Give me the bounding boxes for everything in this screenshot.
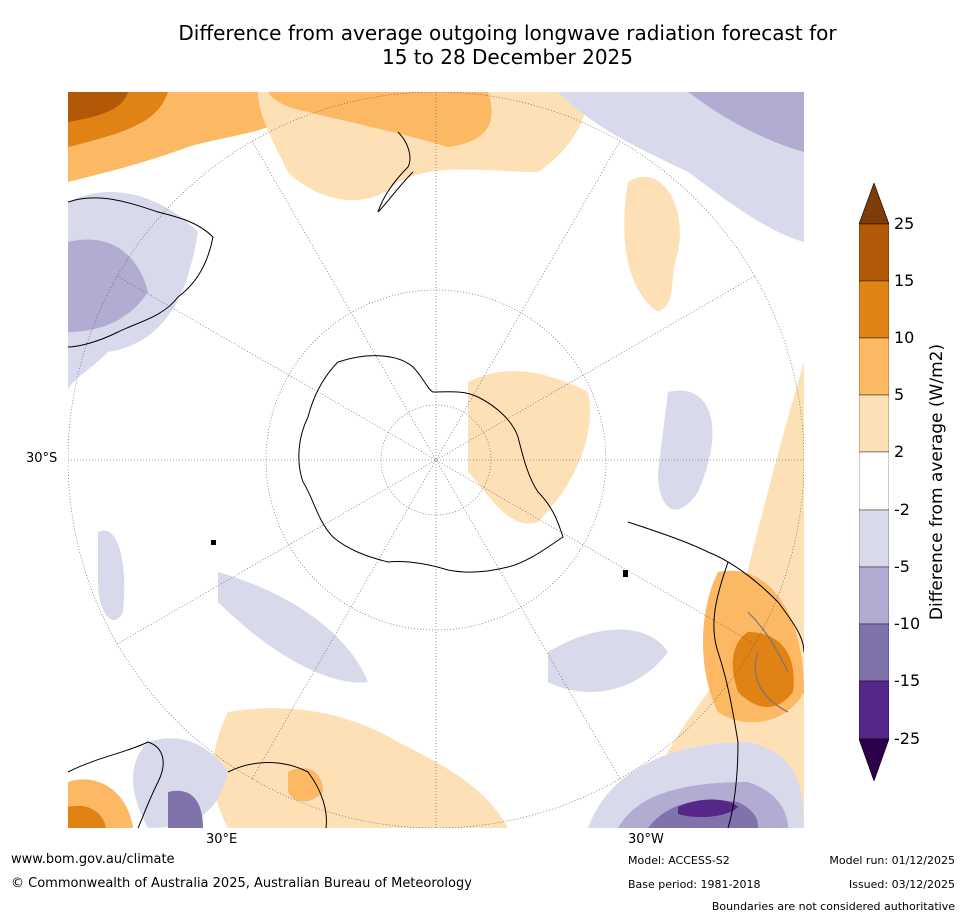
title-line-1: Difference from average outgoing longwav…	[178, 21, 837, 45]
field-pos-southwest-small	[288, 768, 323, 802]
colorbar-under-arrow	[859, 738, 889, 781]
colorbar-tick: 15	[894, 271, 915, 290]
colorbar-band-2-5	[859, 394, 889, 453]
colorbar-tick: -2	[894, 500, 910, 519]
colorbar-tick: 25	[894, 214, 915, 233]
field-neg-streak-4	[98, 530, 125, 621]
colorbar-tick: -10	[894, 614, 921, 633]
field-neg-west-inner	[68, 239, 148, 332]
footer-url[interactable]: www.bom.gov.au/climate	[11, 852, 175, 867]
anomaly-map	[67, 91, 805, 829]
title-line-2: 15 to 28 December 2025	[381, 45, 633, 69]
island-marker-2	[623, 570, 628, 577]
antarctica-coastline	[298, 355, 564, 573]
footer-model: Model: ACCESS-S2	[628, 854, 730, 867]
colorbar-band-m5-m2	[859, 509, 889, 568]
field-pos-north-inner	[268, 92, 492, 147]
south-america-coastline	[627, 521, 804, 828]
island-marker-1	[211, 540, 216, 545]
field-neg-southwest	[133, 738, 228, 828]
field-neg-streak-1	[218, 572, 368, 683]
footer-disclaimer: Boundaries are not considered authoritat…	[711, 900, 955, 913]
chart-title: Difference from average outgoing longwav…	[60, 21, 955, 69]
colorbar-band-10-15	[859, 280, 889, 339]
footer-issued: Issued: 03/12/2025	[848, 878, 955, 891]
graticule	[68, 92, 804, 828]
label-30e: 30°E	[206, 832, 238, 847]
field-neg-streak-3	[548, 629, 668, 692]
label-30s: 30°S	[26, 451, 58, 466]
colorbar-tick: -15	[894, 671, 921, 690]
field-neg-south-peak	[678, 799, 738, 818]
map-canvas	[68, 92, 804, 828]
field-pos-southwest	[213, 708, 508, 828]
colorbar-band-15-25	[859, 223, 889, 282]
colorbar-tick: 2	[894, 442, 905, 461]
colorbar	[859, 183, 889, 781]
colorbar-title: Difference from average (W/m2)	[927, 343, 947, 621]
field-neg-northeast	[558, 92, 804, 242]
field-pos-northwest-peak	[68, 92, 128, 122]
colorbar-band-5-10	[859, 337, 889, 396]
field-pos-antarctic	[468, 371, 590, 524]
south-america-borders	[747, 611, 789, 713]
colorbar-tick: -5	[894, 557, 910, 576]
footer-model-run: Model run: 01/12/2025	[829, 854, 955, 867]
field-neg-northeast-inner	[688, 92, 804, 152]
colorbar-band-m2-2	[859, 451, 889, 511]
label-30w: 30°W	[628, 832, 664, 847]
colorbar-band-m25-m15	[859, 680, 889, 740]
field-pos-southwest-corner-strong	[68, 805, 106, 828]
southern-africa-coastline	[68, 741, 327, 828]
field-neg-streak-2	[658, 390, 713, 510]
footer-base-period: Base period: 1981-2018	[628, 878, 761, 891]
anomaly-fields	[68, 92, 804, 828]
colorbar-tick: 5	[894, 385, 905, 404]
field-neg-southwest-inner	[168, 790, 203, 828]
colorbar-band-m15-m10	[859, 623, 889, 682]
footer-copyright: © Commonwealth of Australia 2025, Austra…	[11, 876, 472, 891]
colorbar-over-arrow	[859, 183, 889, 225]
colorbar-tick: -25	[894, 729, 921, 748]
colorbar-band-m10-m5	[859, 566, 889, 625]
colorbar-tick: 10	[894, 328, 915, 347]
new-zealand-coastline	[377, 131, 414, 213]
australia-coastline	[68, 197, 214, 348]
field-pos-east-strong	[732, 632, 794, 707]
field-pos-east-upper	[624, 176, 680, 312]
